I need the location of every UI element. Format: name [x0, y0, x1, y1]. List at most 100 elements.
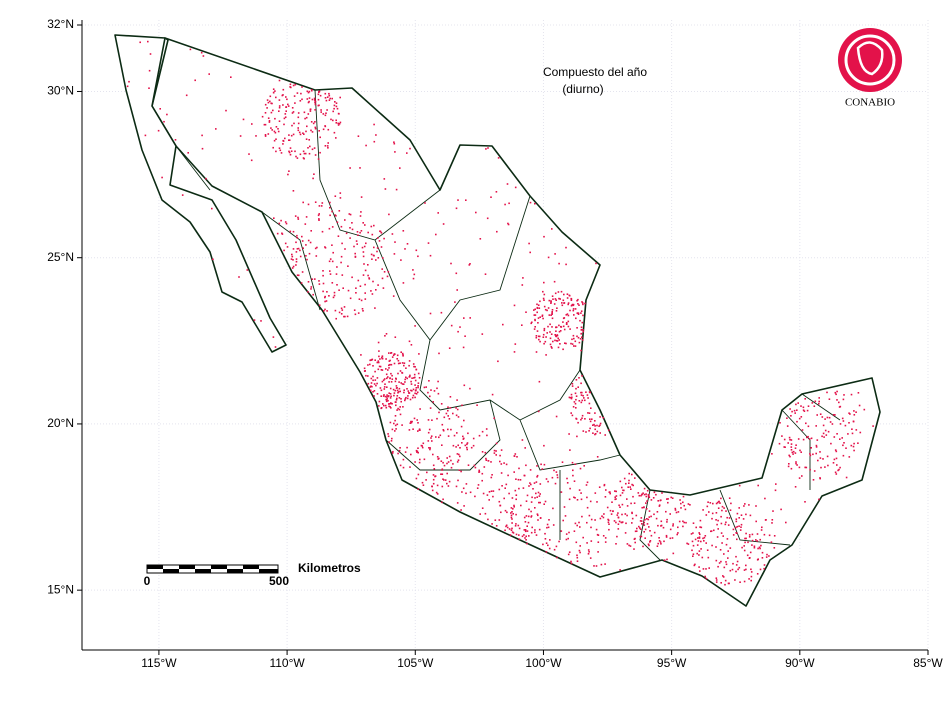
burn-point [414, 325, 416, 327]
burn-point [773, 535, 776, 537]
burn-point [850, 444, 853, 447]
burn-point [679, 499, 681, 501]
burn-point [570, 299, 573, 301]
burn-point [626, 505, 629, 507]
burn-point [749, 551, 752, 554]
burn-point [185, 94, 188, 97]
burn-point [459, 326, 461, 328]
burn-point [570, 397, 573, 400]
burn-point [491, 474, 493, 476]
burn-point [562, 325, 565, 328]
burn-point [381, 268, 383, 270]
scale-bar-segment [259, 569, 278, 573]
burn-point [412, 277, 415, 280]
burn-point [838, 406, 841, 408]
burn-point [272, 88, 275, 90]
burn-point [387, 435, 390, 438]
burn-point [552, 524, 555, 526]
burn-point [304, 117, 306, 120]
burn-point [717, 500, 720, 503]
burn-point [550, 300, 552, 302]
burn-point [568, 531, 570, 534]
burn-point [277, 130, 280, 133]
burn-point [504, 509, 507, 512]
burn-point [549, 331, 551, 333]
burn-point [837, 469, 839, 472]
burn-point [729, 569, 732, 572]
burn-point [626, 514, 628, 517]
burn-point [511, 511, 513, 513]
burn-point [574, 497, 576, 499]
burn-point [580, 332, 582, 335]
burn-point [417, 382, 420, 384]
burn-point [377, 341, 380, 344]
burn-point [302, 201, 304, 204]
burn-point [739, 581, 741, 583]
burn-point [601, 515, 603, 517]
burn-point [693, 564, 696, 567]
burn-point [652, 497, 655, 499]
burn-point [381, 380, 384, 383]
burn-point [842, 398, 845, 401]
burn-point [567, 325, 570, 328]
burn-point [530, 510, 532, 513]
burn-point [422, 484, 425, 486]
burn-point [648, 544, 650, 547]
burn-point [404, 378, 406, 381]
burn-point [377, 360, 380, 362]
burn-point [377, 284, 379, 286]
burn-point [527, 515, 530, 518]
burn-point [289, 147, 292, 149]
burn-point [702, 509, 704, 511]
burn-point [292, 230, 295, 233]
burn-point [348, 213, 351, 215]
burn-point [304, 223, 307, 225]
burn-point [456, 289, 458, 291]
burn-point [515, 498, 517, 501]
burn-point [297, 247, 300, 250]
burn-point [533, 328, 536, 330]
burn-point [296, 237, 299, 239]
burn-point [313, 97, 316, 100]
burn-point [375, 134, 377, 136]
burn-point [518, 527, 521, 530]
burn-point [429, 254, 432, 257]
burn-point [781, 435, 783, 437]
burn-point [843, 442, 845, 444]
burn-point [809, 468, 811, 471]
burn-point [839, 438, 841, 440]
burn-point [314, 126, 317, 129]
burn-point [705, 577, 708, 580]
burn-point [503, 497, 505, 500]
burn-point [574, 392, 577, 395]
burn-point [655, 493, 657, 496]
burn-point [723, 507, 725, 509]
burn-point [546, 332, 548, 334]
burn-point [735, 518, 738, 520]
burn-point [463, 419, 465, 422]
burn-point [633, 548, 635, 550]
burn-point [392, 295, 395, 297]
burn-point [362, 310, 364, 312]
burn-point [577, 421, 579, 424]
burn-point [694, 538, 697, 541]
burn-point [333, 294, 336, 297]
burn-point [579, 545, 581, 547]
burn-point [793, 409, 796, 412]
burn-point [530, 515, 533, 517]
burn-point [538, 380, 541, 383]
burn-point [476, 487, 479, 489]
burn-point [720, 582, 722, 584]
burn-point [318, 280, 320, 282]
burn-point [417, 451, 419, 454]
burn-point [835, 393, 837, 396]
burn-point [578, 377, 580, 379]
burn-point [404, 451, 407, 453]
burn-point [584, 302, 586, 305]
burn-point [403, 362, 406, 364]
burn-point [586, 481, 589, 484]
burn-point [792, 450, 795, 453]
burn-point [383, 378, 386, 380]
burn-point [672, 525, 674, 527]
burn-point [521, 439, 524, 441]
